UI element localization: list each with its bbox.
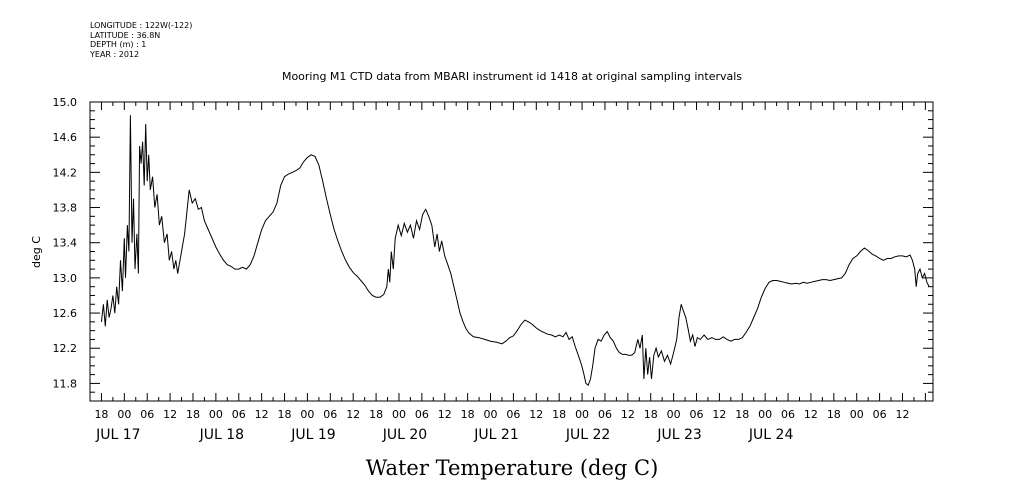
x-tick-label: 00 [209,408,223,421]
x-tick-label: 18 [735,408,749,421]
y-tick-label: 13.4 [53,237,78,250]
x-tick-label: 18 [369,408,383,421]
metadata-depth: DEPTH (m) : 1 [90,40,147,49]
y-tick-label: 11.8 [53,377,78,390]
x-tick-label: 12 [621,408,635,421]
y-tick-label: 13.0 [53,272,78,285]
x-tick-label: 18 [827,408,841,421]
x-tick-label: 06 [415,408,429,421]
x-tick-label: 12 [895,408,909,421]
metadata-year: YEAR : 2012 [90,49,140,59]
x-tick-label: 00 [575,408,589,421]
x-tick-label: 18 [644,408,658,421]
x-tick-label: 06 [598,408,612,421]
x-tick-label: 12 [346,408,360,421]
x-tick-label: 06 [232,408,246,421]
y-axis-label: deg C [30,236,43,268]
y-tick-label: 14.6 [53,131,78,144]
x-day-label: JUL 22 [565,427,610,443]
x-tick-label: 06 [873,408,887,421]
x-day-label: JUL 21 [473,427,518,443]
y-tick-label: 14.2 [53,166,78,179]
x-tick-label: 00 [300,408,314,421]
x-tick-label: 06 [140,408,154,421]
plot-frame [89,101,934,402]
x-day-label: JUL 24 [748,427,794,443]
x-tick-label: 06 [690,408,704,421]
x-tick-label: 00 [667,408,681,421]
metadata-longitude: LONGITUDE : 122W(-122) [90,21,193,30]
axis-ticks [90,101,933,402]
x-tick-label: 18 [186,408,200,421]
y-tick-label: 12.6 [53,307,78,320]
x-day-label: JUL 20 [382,427,427,443]
x-tick-label: 06 [781,408,795,421]
axis-tick-labels: 11.8 12.2 12.6 13.0 13.4 13.8 14.2 14.6 15.0 18 00… [53,96,910,443]
x-tick-label: 00 [758,408,772,421]
metadata-latitude: LATITUDE : 36.8N [90,30,161,40]
x-tick-label: 18 [461,408,475,421]
x-day-label: JUL 17 [95,427,140,443]
x-tick-label: 00 [850,408,864,421]
y-tick-label: 13.8 [53,202,78,215]
x-tick-label: 00 [392,408,406,421]
series-line-water-temperature [100,115,930,387]
x-tick-label: 12 [804,408,818,421]
x-tick-label: 12 [712,408,726,421]
chart-metadata: LONGITUDE : 122W(-122) LATITUDE : 36.8N … [90,21,192,59]
x-tick-label: 06 [506,408,520,421]
x-tick-label: 18 [552,408,566,421]
x-axis-label: Water Temperature (deg C) [366,456,659,480]
x-tick-label: 06 [323,408,337,421]
x-tick-label: 12 [529,408,543,421]
x-tick-label: 12 [438,408,452,421]
x-day-label: JUL 23 [656,427,701,443]
y-tick-label: 12.2 [53,342,78,355]
y-tick-label: 15.0 [53,96,78,109]
x-tick-label: 18 [278,408,292,421]
x-tick-label: 00 [117,408,131,421]
chart-title: Mooring M1 CTD data from MBARI instrumen… [282,70,742,83]
x-day-label: JUL 18 [199,427,244,443]
x-day-label: JUL 19 [290,427,335,443]
x-tick-label: 12 [255,408,269,421]
x-tick-label: 18 [94,408,108,421]
x-tick-label: 00 [484,408,498,421]
x-tick-label: 12 [163,408,177,421]
